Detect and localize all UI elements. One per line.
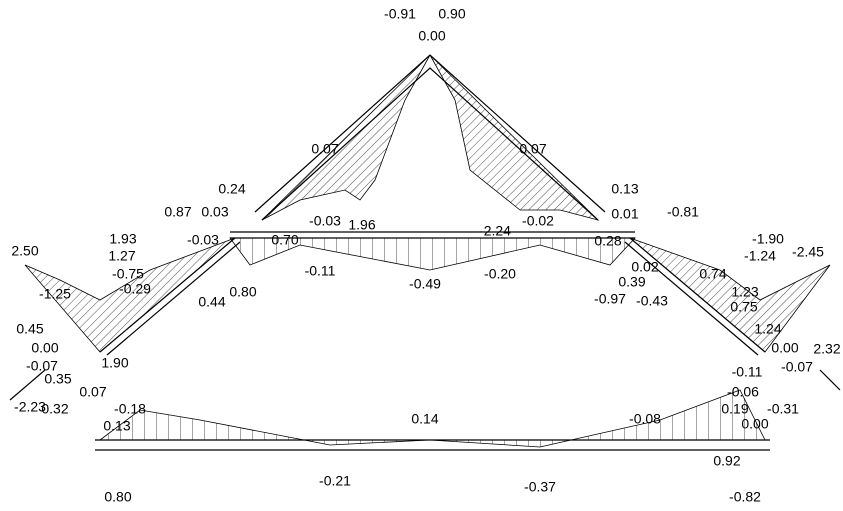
moment-label: 0.70 bbox=[271, 232, 298, 248]
moment-diagram: -0.91 0.90 0.00 0.07 0.07 0.24 0.13 0.87 0.03 -0.… bbox=[0, 0, 843, 511]
moment-label: -0.11 bbox=[305, 263, 336, 279]
moment-label: -0.11 bbox=[732, 364, 763, 380]
moment-label: 0.32 bbox=[41, 401, 68, 417]
moment-label: 0.74 bbox=[699, 266, 726, 282]
moment-label: 0.13 bbox=[103, 418, 130, 434]
moment-label: 1.90 bbox=[101, 355, 128, 371]
moment-label: 0.13 bbox=[611, 181, 638, 197]
moment-label: 0.07 bbox=[79, 384, 106, 400]
moment-label: -0.43 bbox=[636, 293, 668, 309]
moment-label: 0.28 bbox=[594, 233, 621, 249]
moment-label: 2.50 bbox=[11, 243, 38, 259]
moment-label: -0.37 bbox=[524, 479, 556, 495]
moment-label: 0.80 bbox=[229, 284, 256, 300]
moment-label: 0.07 bbox=[519, 141, 546, 157]
moment-label: 1.27 bbox=[108, 248, 135, 264]
moment-label: 1.23 bbox=[731, 284, 758, 300]
moment-label: -0.06 bbox=[727, 384, 759, 400]
moment-label: -1.24 bbox=[744, 248, 776, 264]
moment-label: -0.49 bbox=[409, 276, 441, 292]
moment-label: 0.44 bbox=[198, 294, 225, 310]
moment-label: 0.00 bbox=[418, 28, 445, 44]
moment-label: 0.00 bbox=[31, 340, 58, 356]
moment-label: -0.20 bbox=[484, 266, 516, 282]
moment-label: 0.07 bbox=[311, 141, 338, 157]
moment-label: -2.45 bbox=[792, 244, 824, 260]
moment-label: -0.08 bbox=[629, 411, 661, 427]
moment-label: 0.92 bbox=[713, 453, 740, 469]
moment-label: 0.00 bbox=[771, 340, 798, 356]
moment-label: -0.03 bbox=[187, 232, 219, 248]
moment-label: 0.03 bbox=[201, 204, 228, 220]
moment-label: 1.24 bbox=[754, 321, 781, 337]
moment-label: 0.19 bbox=[721, 401, 748, 417]
moment-label: -0.21 bbox=[319, 473, 351, 489]
moment-label: 1.96 bbox=[348, 217, 375, 233]
moment-label: 0.80 bbox=[104, 489, 131, 505]
moment-label: 0.24 bbox=[218, 181, 245, 197]
moment-label: -0.02 bbox=[522, 213, 554, 229]
moment-label: 0.14 bbox=[411, 411, 438, 427]
moment-label: 0.01 bbox=[611, 206, 638, 222]
moment-areas bbox=[25, 55, 830, 447]
moment-label: -0.03 bbox=[309, 213, 341, 229]
moment-label: 0.75 bbox=[730, 299, 757, 315]
moment-label: 0.39 bbox=[618, 274, 645, 290]
moment-label: 0.45 bbox=[16, 321, 43, 337]
moment-label: 0.87 bbox=[164, 204, 191, 220]
moment-label: -0.81 bbox=[667, 204, 699, 220]
moment-label: -1.25 bbox=[39, 286, 71, 302]
moment-label: -0.31 bbox=[767, 401, 799, 417]
moment-label: -0.29 bbox=[119, 281, 151, 297]
moment-label: -0.07 bbox=[781, 359, 813, 375]
moment-label: 0.35 bbox=[44, 371, 71, 387]
moment-label: -1.90 bbox=[752, 231, 784, 247]
moment-label: -0.97 bbox=[594, 291, 626, 307]
moment-label: -2.24 bbox=[479, 223, 511, 239]
moment-label: 1.93 bbox=[109, 231, 136, 247]
moment-label: 0.00 bbox=[741, 416, 768, 432]
moment-label: 0.02 bbox=[631, 259, 658, 275]
moment-label: -0.82 bbox=[729, 489, 761, 505]
moment-label: 0.90 bbox=[438, 6, 465, 22]
moment-label: -0.75 bbox=[112, 266, 144, 282]
moment-label: -0.91 bbox=[384, 6, 416, 22]
moment-label: -0.18 bbox=[114, 401, 146, 417]
moment-label: 2.32 bbox=[813, 341, 840, 357]
